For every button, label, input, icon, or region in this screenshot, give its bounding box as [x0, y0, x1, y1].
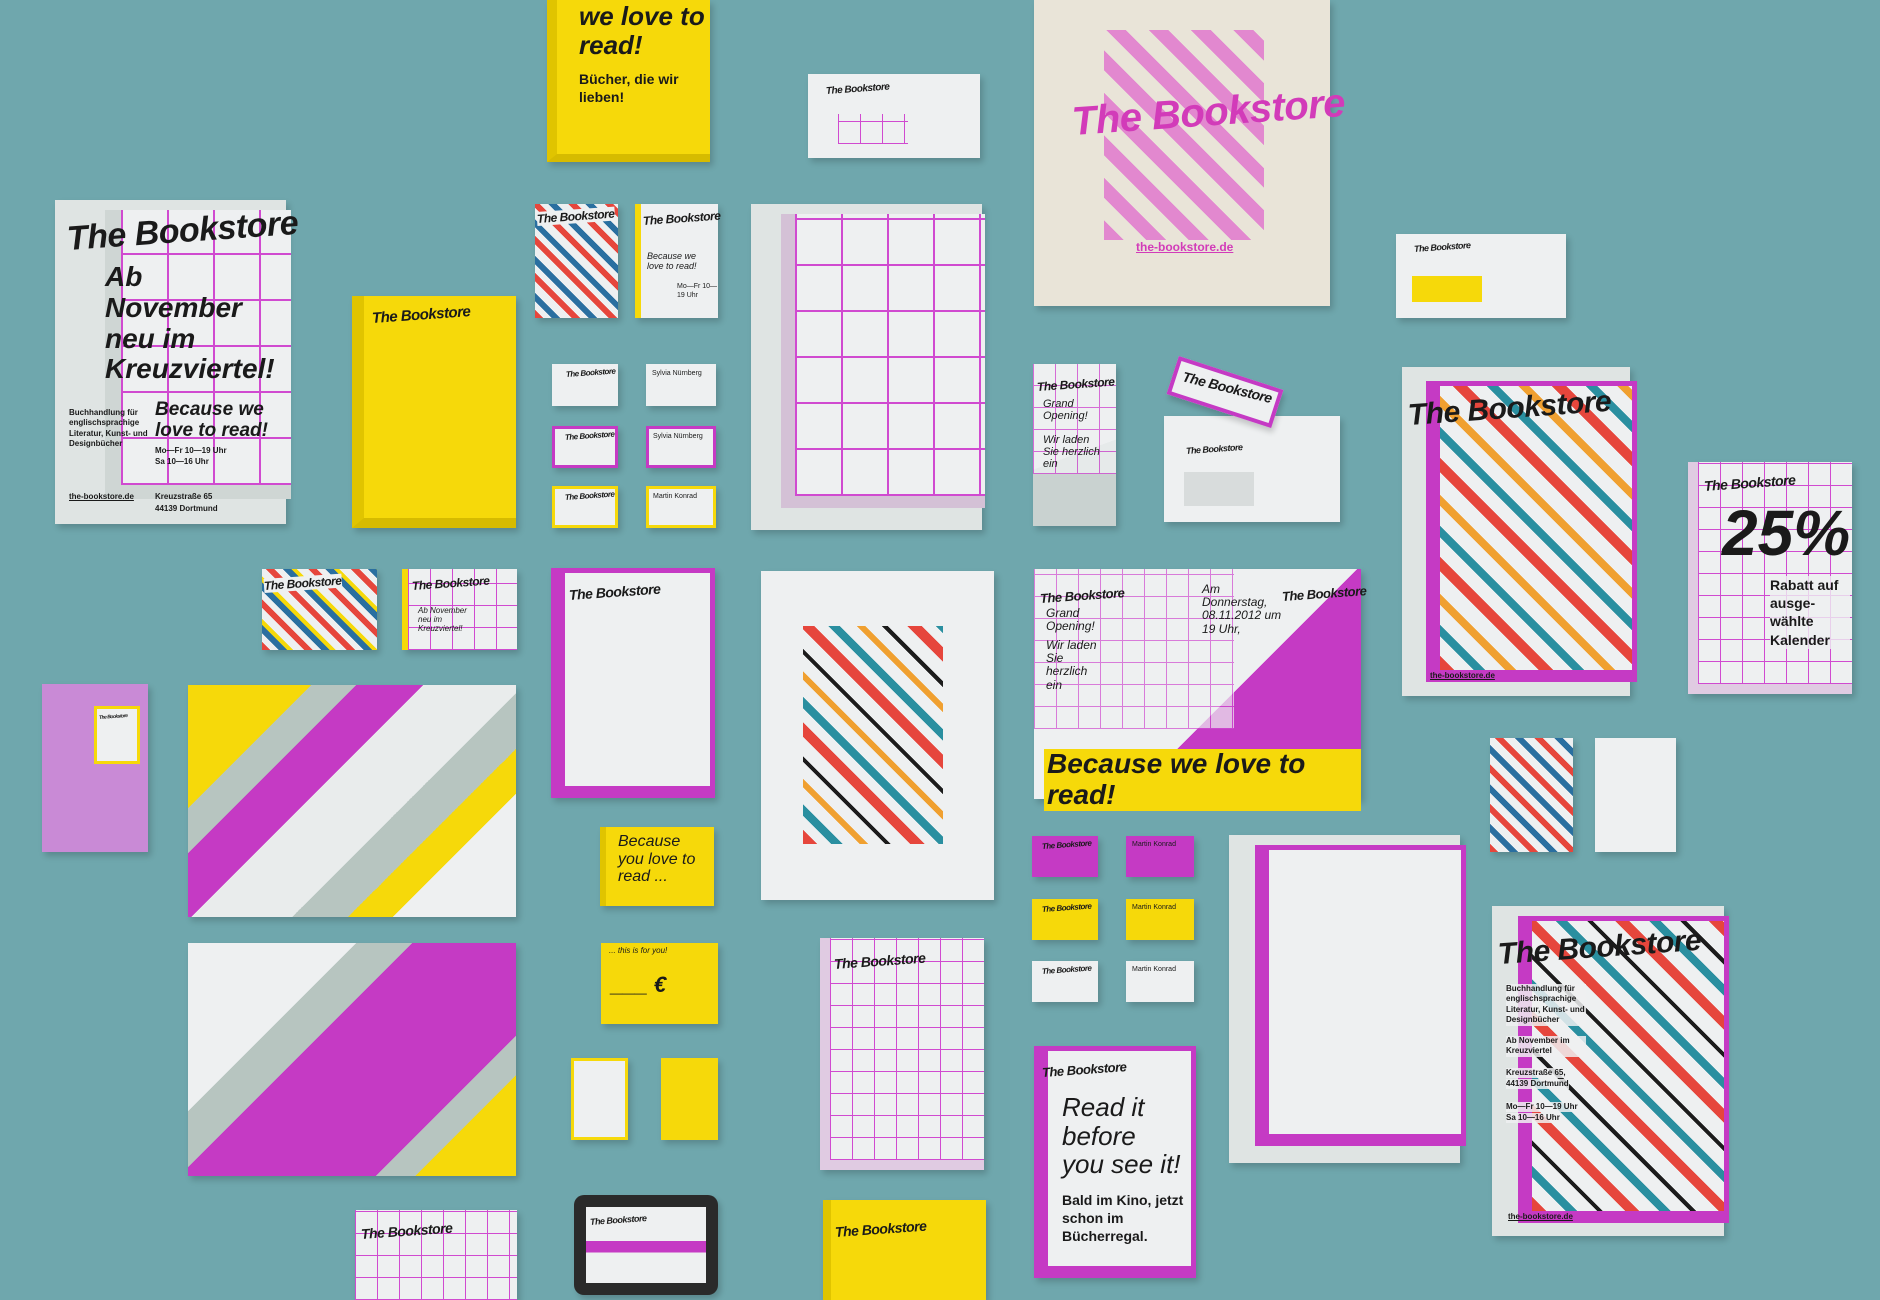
- label-sticker: The Bookstore: [94, 706, 140, 764]
- business-card-yellow: The Bookstore: [1032, 899, 1098, 940]
- envelope-window: [838, 114, 908, 144]
- yellow-card: Because you love to read ...: [600, 827, 714, 906]
- envelope-window: [1184, 472, 1254, 506]
- small-flyer-info: The Bookstore Because we love to read! M…: [635, 204, 721, 318]
- small-flyer-books: The Bookstore: [535, 204, 618, 318]
- poster-opening: The Bookstore Ab November neu im Kreuzvi…: [55, 200, 299, 524]
- tablet: The Bookstore: [574, 1195, 718, 1295]
- book-collage: [1104, 30, 1264, 240]
- business-card: The Bookstore: [1032, 961, 1098, 1002]
- business-card-yellow: Martin Konrad: [646, 486, 716, 528]
- lilac-notebook: The Bookstore: [42, 684, 148, 852]
- pattern-print: [188, 943, 516, 1176]
- blank-card: [571, 1058, 628, 1140]
- envelope-yellow-window: The Bookstore: [1396, 234, 1566, 318]
- yellow-notebook: The Bookstore: [352, 296, 516, 528]
- business-card-yellow: The Bookstore: [552, 486, 618, 528]
- postcard-blank: [1595, 738, 1676, 852]
- read-it-flyer: The Bookstore Read it before you see it!…: [1034, 1046, 1196, 1278]
- tablet-screen: The Bookstore: [586, 1207, 706, 1283]
- business-card: Martin Konrad: [1126, 961, 1194, 1002]
- grand-opening-card: The Bookstore Grand Opening! Wir laden S…: [1033, 364, 1116, 526]
- yellow-flyer: we love to read! Bücher, die wir lieben!: [547, 0, 710, 162]
- discount-card: The Bookstore 25% Rabatt auf ausge-wählt…: [1688, 462, 1852, 694]
- business-card-magenta: Martin Konrad: [1126, 836, 1194, 877]
- postcard-books: [1490, 738, 1573, 852]
- envelope: The Bookstore: [808, 74, 980, 158]
- landscape-flyer-books: The Bookstore: [262, 569, 377, 650]
- grid-postcard: The Bookstore: [355, 1210, 517, 1300]
- book-collage: [803, 626, 943, 844]
- envelope-with-card: The Bookstore: [1164, 416, 1340, 522]
- pattern-print: [188, 685, 516, 917]
- letterhead: The Bookstore: [551, 568, 715, 798]
- poster-bookstore-info: The Bookstore Buchhandlung für englischs…: [1492, 906, 1729, 1236]
- yellow-letterhead: The Bookstore: [823, 1200, 986, 1300]
- yellow-blank-card: [661, 1058, 718, 1140]
- book-collage-sheet: [761, 571, 994, 900]
- business-card-magenta: The Bookstore: [1032, 836, 1098, 877]
- grand-opening-invitation: The Bookstore The Bookstore Grand Openin…: [1034, 569, 1367, 811]
- grid-notebook: The Bookstore: [820, 938, 984, 1170]
- address-label: [1412, 276, 1482, 302]
- business-card-magenta: Sylvia Nürnberg: [646, 426, 716, 468]
- business-card-magenta: The Bookstore: [552, 426, 618, 468]
- blank-notepad-sheet: [1229, 835, 1466, 1163]
- poster-bookstore: The Bookstore the-bookstore.de: [1402, 367, 1637, 696]
- business-card: Sylvia Nürnberg: [646, 364, 716, 406]
- grid-notepad-sheet: [751, 204, 985, 530]
- business-card-yellow: Martin Konrad: [1126, 899, 1194, 940]
- business-card: The Bookstore: [552, 364, 618, 406]
- tote-bag: The Bookstore the-bookstore.de: [1034, 0, 1346, 306]
- landscape-flyer-info: The Bookstore Ab November neu im Kreuzvi…: [402, 569, 517, 650]
- voucher-card: ... this is for you! ___ €: [601, 943, 718, 1024]
